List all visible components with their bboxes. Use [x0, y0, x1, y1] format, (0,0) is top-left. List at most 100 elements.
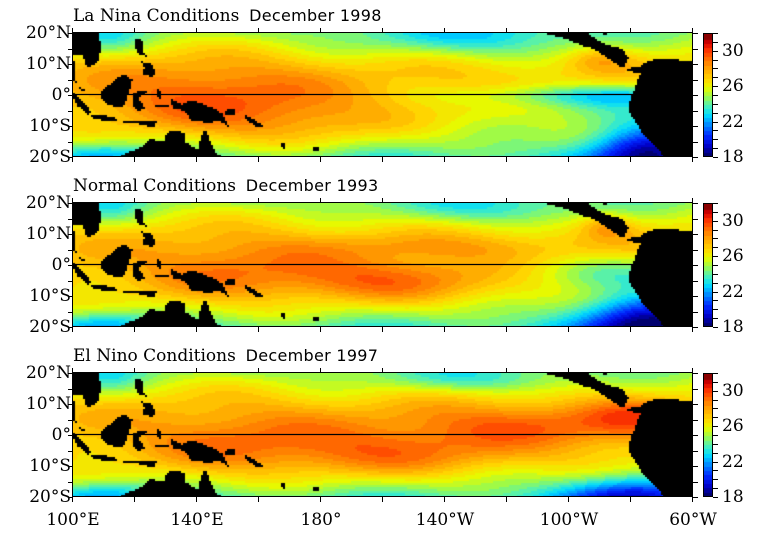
y-tick	[693, 49, 698, 50]
y-tick	[68, 373, 73, 374]
y-tick	[68, 420, 73, 421]
panel-title-date: December 1998	[249, 6, 382, 25]
y-tick	[68, 142, 73, 143]
x-tick	[258, 198, 259, 203]
y-tick	[693, 234, 698, 235]
y-tick	[693, 389, 698, 390]
x-tick	[72, 198, 73, 203]
x-tick	[630, 497, 631, 502]
sst-heatmap	[73, 203, 693, 327]
colorbar-tick	[713, 157, 718, 158]
y-tick	[68, 33, 73, 34]
y-tick	[68, 497, 73, 498]
x-tick-label: 140°E	[170, 510, 224, 530]
x-tick	[320, 198, 321, 203]
x-tick	[134, 198, 135, 203]
panel-title: El Nino Conditions December 1997	[73, 346, 378, 366]
colorbar-label: 30	[722, 210, 744, 231]
y-tick	[693, 373, 698, 374]
colorbar-label: 26	[722, 416, 744, 437]
colorbar-tick	[713, 42, 718, 43]
y-tick	[693, 420, 698, 421]
colorbar-tick	[713, 68, 718, 69]
x-tick-label: 60°W	[669, 510, 717, 530]
colorbar-tick	[713, 283, 718, 284]
colorbar-tick	[713, 453, 718, 454]
x-tick	[692, 28, 693, 33]
x-tick	[196, 368, 197, 373]
colorbar-tick	[713, 148, 718, 149]
y-tick	[68, 281, 73, 282]
y-tick	[693, 497, 698, 498]
colorbar-label: 30	[722, 40, 744, 61]
colorbar	[704, 204, 712, 326]
y-tick	[693, 203, 698, 204]
y-tick-label: 0°	[51, 255, 71, 275]
colorbar-tick	[713, 408, 718, 409]
x-tick	[134, 327, 135, 332]
y-tick	[693, 265, 698, 266]
x-tick	[196, 198, 197, 203]
y-tick-label: 10°N	[25, 224, 71, 244]
colorbar-frame	[703, 373, 713, 497]
y-tick	[68, 451, 73, 452]
y-tick-label: 20°S	[29, 487, 71, 507]
colorbar-tick	[713, 400, 718, 401]
x-tick	[692, 368, 693, 373]
x-tick-label: 140°W	[415, 510, 475, 530]
x-tick	[568, 157, 569, 162]
x-tick	[382, 497, 383, 502]
colorbar-label: 22	[722, 281, 744, 302]
x-tick	[320, 28, 321, 33]
y-tick	[693, 466, 698, 467]
y-tick-label: 10°S	[29, 116, 71, 136]
panel-title-date: December 1993	[245, 176, 379, 195]
y-tick	[68, 203, 73, 204]
y-tick-label: 10°N	[25, 54, 71, 74]
x-tick	[568, 368, 569, 373]
x-tick	[692, 327, 693, 332]
x-tick	[630, 198, 631, 203]
y-tick	[693, 219, 698, 220]
y-tick	[68, 389, 73, 390]
x-tick	[630, 28, 631, 33]
y-tick	[693, 435, 698, 436]
x-tick	[72, 368, 73, 373]
y-tick-label: 0°	[51, 425, 71, 445]
x-tick	[506, 157, 507, 162]
colorbar-tick	[713, 327, 718, 328]
x-tick	[506, 327, 507, 332]
y-tick	[68, 80, 73, 81]
colorbar-tick	[713, 417, 718, 418]
colorbar-tick	[713, 256, 718, 257]
x-tick	[72, 157, 73, 162]
y-tick	[68, 312, 73, 313]
x-tick	[630, 368, 631, 373]
y-tick-label: 20°N	[25, 23, 71, 43]
colorbar-tick	[713, 203, 718, 204]
x-tick	[196, 327, 197, 332]
panel-title-date: December 1997	[245, 346, 379, 365]
x-tick	[568, 198, 569, 203]
x-tick	[72, 497, 73, 502]
y-tick-label: 20°N	[25, 193, 71, 213]
panel-title-condition: Normal Conditions	[73, 176, 237, 196]
y-tick-label: 10°N	[25, 394, 71, 414]
x-tick	[196, 28, 197, 33]
x-tick	[320, 497, 321, 502]
panel-title: La Nina Conditions December 1998	[73, 6, 382, 26]
y-tick	[68, 64, 73, 65]
colorbar-tick	[713, 435, 718, 436]
x-tick	[568, 28, 569, 33]
y-tick	[68, 482, 73, 483]
colorbar-tick	[713, 373, 718, 374]
colorbar-label: 18	[722, 487, 744, 507]
x-tick	[196, 497, 197, 502]
x-tick	[444, 157, 445, 162]
y-tick	[68, 435, 73, 436]
x-tick	[506, 198, 507, 203]
colorbar-tick	[713, 470, 718, 471]
y-tick	[693, 451, 698, 452]
colorbar-tick	[713, 130, 718, 131]
panel-title-condition: La Nina Conditions	[73, 6, 240, 26]
